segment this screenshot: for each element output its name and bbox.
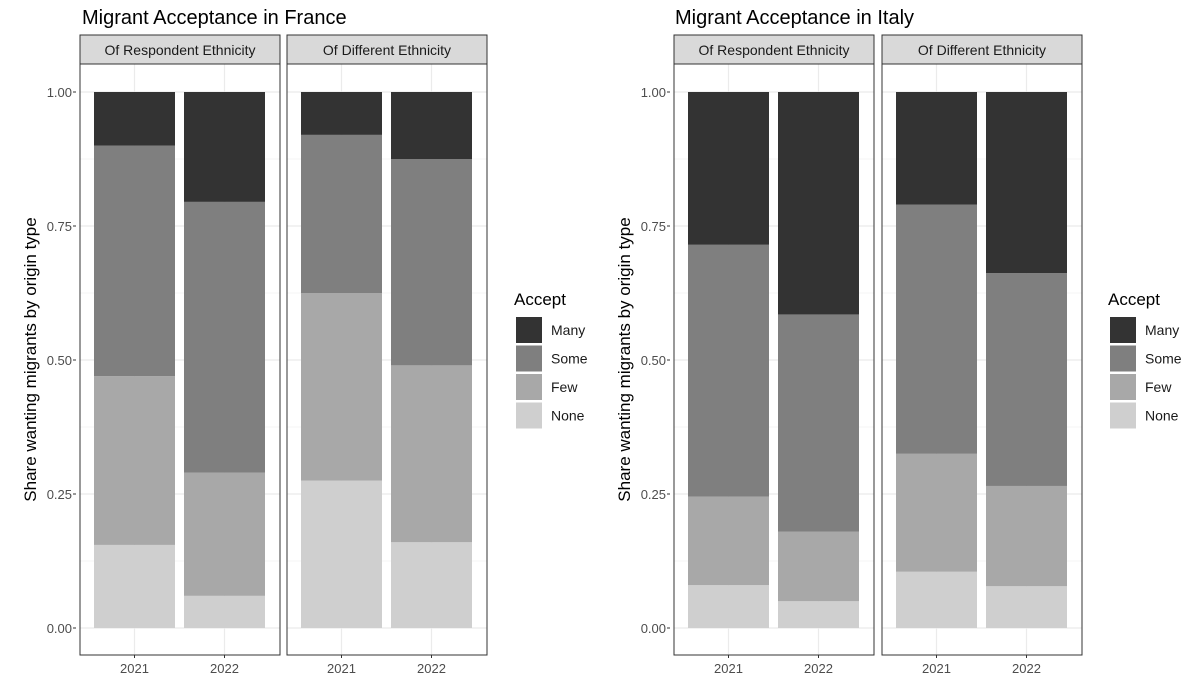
bar-segment-few bbox=[301, 293, 382, 481]
bar-segment-none bbox=[778, 601, 859, 628]
legend-title: Accept bbox=[514, 290, 566, 309]
panel-border bbox=[881, 63, 1083, 656]
y-axis-label: Share wanting migrants by origin type bbox=[21, 217, 40, 501]
chart-title: Migrant Acceptance in France bbox=[82, 7, 347, 29]
y-tick-label: 1.00 bbox=[641, 85, 666, 100]
bar-segment-few bbox=[778, 531, 859, 602]
x-tick-label: 2022 bbox=[210, 661, 239, 676]
facet-strip bbox=[881, 34, 1083, 65]
y-tick-label: 0.75 bbox=[641, 219, 666, 234]
legend-label-few: Few bbox=[551, 379, 578, 395]
y-tick-label: 0.25 bbox=[47, 487, 72, 502]
legend-key-many bbox=[516, 317, 542, 343]
x-tick-label: 2022 bbox=[417, 661, 446, 676]
panel-border bbox=[286, 63, 488, 656]
y-tick-label: 0.25 bbox=[641, 487, 666, 502]
facet-label: Of Respondent Ethnicity bbox=[105, 42, 256, 58]
legend-key-few bbox=[1110, 374, 1136, 400]
y-tick-label: 0.50 bbox=[47, 353, 72, 368]
bar-segment-some bbox=[896, 204, 977, 454]
y-tick-label: 1.00 bbox=[47, 85, 72, 100]
legend-label-many: Many bbox=[551, 322, 585, 338]
bar-segment-some bbox=[778, 314, 859, 532]
legend-title: Accept bbox=[1108, 290, 1160, 309]
bar-segment-many bbox=[778, 92, 859, 315]
legend-label-many: Many bbox=[1145, 322, 1179, 338]
legend-label-none: None bbox=[1145, 408, 1179, 424]
y-tick-label: 0.00 bbox=[641, 621, 666, 636]
bar-segment-many bbox=[896, 92, 977, 205]
legend-key-many bbox=[1110, 317, 1136, 343]
legend-key-none bbox=[516, 402, 542, 429]
bar-segment-none bbox=[688, 585, 769, 628]
panel-border bbox=[79, 63, 281, 656]
bar-segment-few bbox=[896, 453, 977, 572]
legend-label-some: Some bbox=[1145, 351, 1182, 367]
bar-segment-some bbox=[986, 273, 1067, 486]
facet-label: Of Different Ethnicity bbox=[918, 42, 1046, 58]
facet-strip bbox=[79, 34, 281, 65]
bar-segment-none bbox=[391, 542, 472, 628]
y-axis-label: Share wanting migrants by origin type bbox=[615, 217, 634, 501]
bar-segment-many bbox=[184, 92, 265, 202]
facet-strip bbox=[286, 34, 488, 65]
bar-segment-few bbox=[94, 376, 175, 545]
chart-title: Migrant Acceptance in Italy bbox=[675, 7, 914, 29]
legend-key-some bbox=[516, 345, 542, 372]
bar-segment-some bbox=[391, 159, 472, 366]
legend-key-few bbox=[516, 374, 542, 400]
y-tick-label: 0.00 bbox=[47, 621, 72, 636]
bar-segment-many bbox=[688, 92, 769, 245]
bar-segment-many bbox=[301, 92, 382, 135]
x-tick-label: 2021 bbox=[327, 661, 356, 676]
x-tick-label: 2021 bbox=[714, 661, 743, 676]
bar-segment-none bbox=[94, 544, 175, 628]
facet-label: Of Respondent Ethnicity bbox=[699, 42, 850, 58]
legend-key-some bbox=[1110, 345, 1136, 372]
x-tick-label: 2021 bbox=[120, 661, 149, 676]
bar-segment-few bbox=[986, 485, 1067, 587]
x-tick-label: 2021 bbox=[922, 661, 951, 676]
bar-segment-none bbox=[184, 595, 265, 628]
bar-segment-none bbox=[301, 480, 382, 628]
y-tick-label: 0.50 bbox=[641, 353, 666, 368]
bar-segment-none bbox=[986, 586, 1067, 628]
bar-segment-some bbox=[184, 201, 265, 473]
legend-label-some: Some bbox=[551, 351, 588, 367]
bar-segment-few bbox=[391, 365, 472, 543]
bar-segment-many bbox=[94, 92, 175, 146]
bar-segment-few bbox=[688, 496, 769, 586]
y-tick-label: 0.75 bbox=[47, 219, 72, 234]
facet-label: Of Different Ethnicity bbox=[323, 42, 451, 58]
legend-label-none: None bbox=[551, 408, 585, 424]
bar-segment-few bbox=[184, 472, 265, 596]
legend-key-none bbox=[1110, 402, 1136, 429]
x-tick-label: 2022 bbox=[1012, 661, 1041, 676]
bar-segment-none bbox=[896, 571, 977, 628]
bar-segment-many bbox=[986, 92, 1067, 274]
bar-segment-many bbox=[391, 92, 472, 159]
bar-segment-some bbox=[301, 134, 382, 293]
x-tick-label: 2022 bbox=[804, 661, 833, 676]
bar-segment-some bbox=[94, 145, 175, 377]
legend-label-few: Few bbox=[1145, 379, 1172, 395]
bar-segment-some bbox=[688, 244, 769, 497]
panel-border bbox=[673, 63, 875, 656]
